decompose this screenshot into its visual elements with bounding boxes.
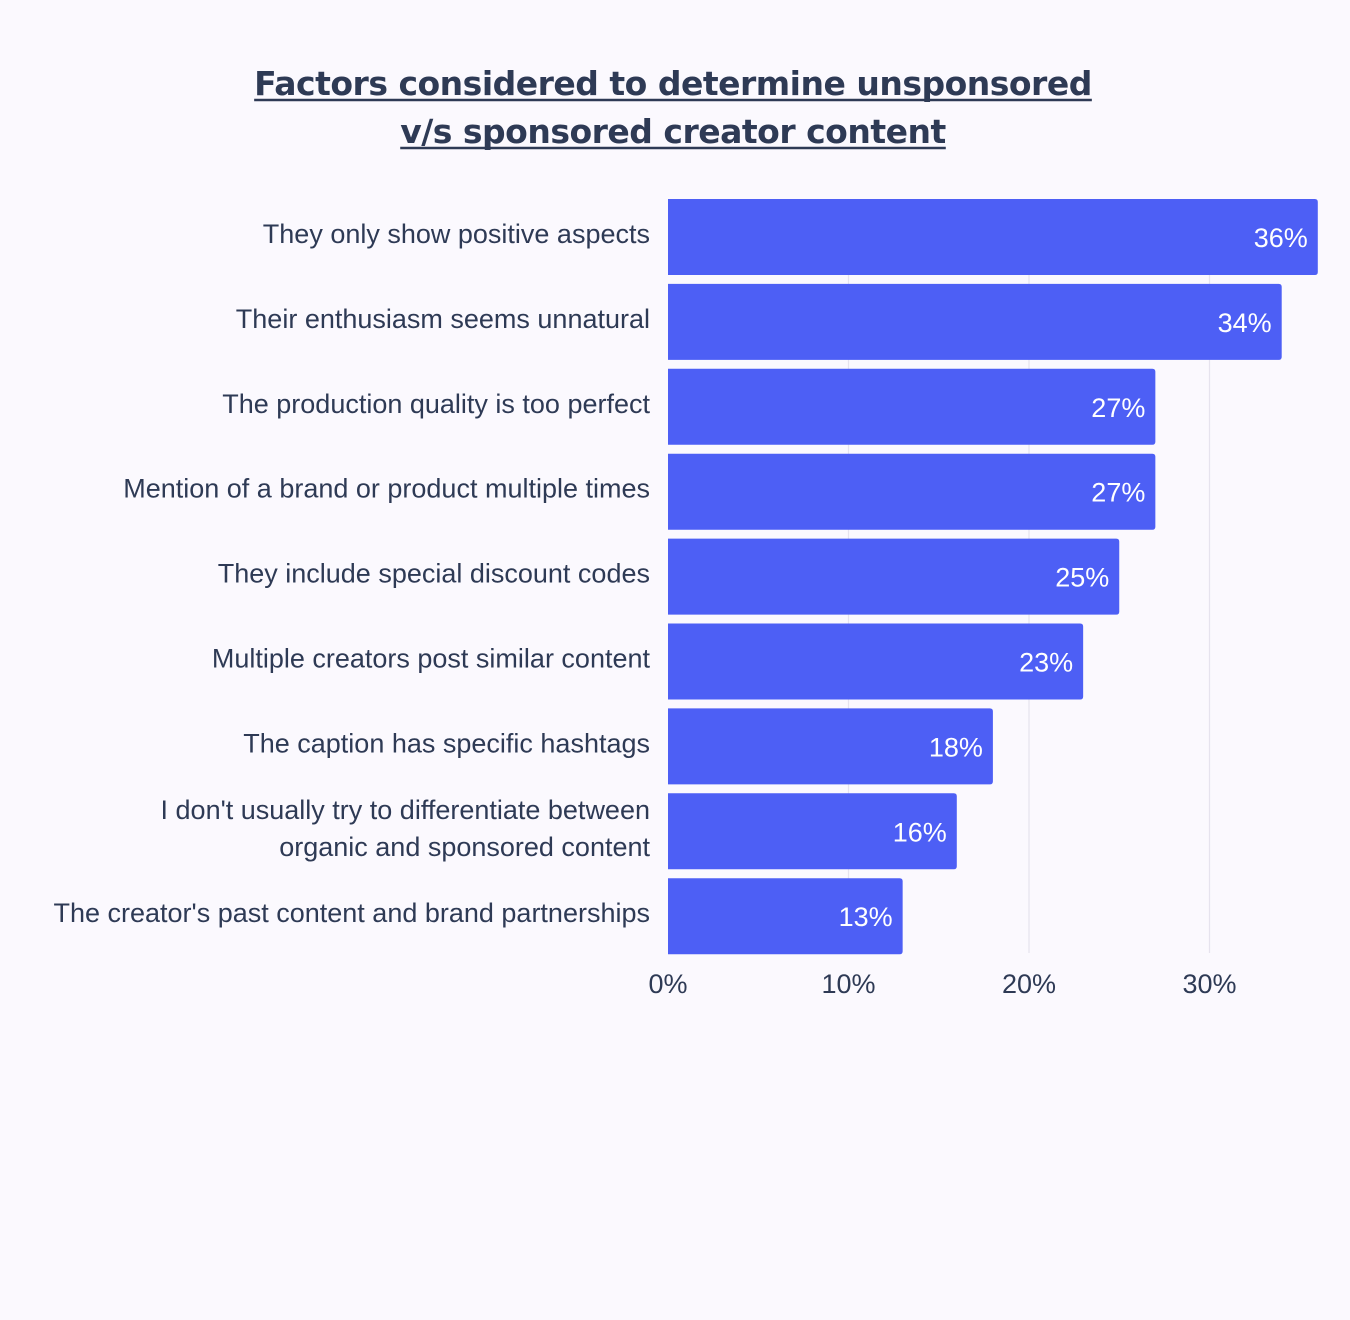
bar-5: [668, 538, 1120, 615]
category-label-3: The production quality is too perfect: [222, 389, 650, 419]
bar-9: [668, 878, 903, 955]
value-label-8: 16%: [893, 817, 947, 847]
value-label-2: 34%: [1218, 308, 1272, 338]
bar-7: [668, 708, 993, 785]
value-label-3: 27%: [1091, 393, 1145, 423]
value-label-5: 25%: [1055, 563, 1109, 593]
value-label-4: 27%: [1091, 478, 1145, 508]
chart-title-line-2: v/s sponsored creator content: [400, 112, 946, 151]
category-label-8-line-2: organic and sponsored content: [279, 832, 650, 862]
category-label-4: Mention of a brand or product multiple t…: [123, 474, 650, 504]
category-label-9: The creator's past content and brand par…: [53, 898, 650, 928]
value-label-6: 23%: [1019, 648, 1073, 678]
category-label-7: The caption has specific hashtags: [243, 728, 650, 758]
category-label-1: They only show positive aspects: [263, 219, 650, 249]
category-labels: They only show positive aspects Their ent…: [53, 219, 650, 928]
x-tick-label-10: 10%: [821, 969, 875, 999]
bar-3: [668, 368, 1156, 445]
category-label-5: They include special discount codes: [218, 559, 650, 589]
bar-2: [668, 283, 1282, 360]
value-label-1: 36%: [1254, 223, 1308, 253]
category-label-2: Their enthusiasm seems unnatural: [236, 304, 650, 334]
chart-title-line-1: Factors considered to determine unsponso…: [254, 64, 1092, 103]
x-tick-label-30: 30%: [1182, 969, 1236, 999]
chart-title: Factors considered to determine unsponso…: [254, 64, 1092, 151]
value-labels: 36% 34% 27% 27% 25% 23% 18% 16% 13%: [839, 223, 1308, 932]
x-tick-label-0: 0%: [648, 969, 687, 999]
bar-1: [668, 199, 1318, 275]
bar-4: [668, 453, 1156, 530]
bar-8: [668, 793, 957, 870]
value-label-9: 13%: [839, 902, 893, 932]
bars: [668, 199, 1318, 955]
x-tick-label-20: 20%: [1002, 969, 1056, 999]
value-label-7: 18%: [929, 732, 983, 762]
x-axis-ticks: 0% 10% 20% 30%: [648, 969, 1236, 999]
category-label-6: Multiple creators post similar content: [212, 644, 651, 674]
category-label-8-line-1: I don't usually try to differentiate bet…: [161, 795, 650, 825]
bar-6: [668, 623, 1084, 700]
